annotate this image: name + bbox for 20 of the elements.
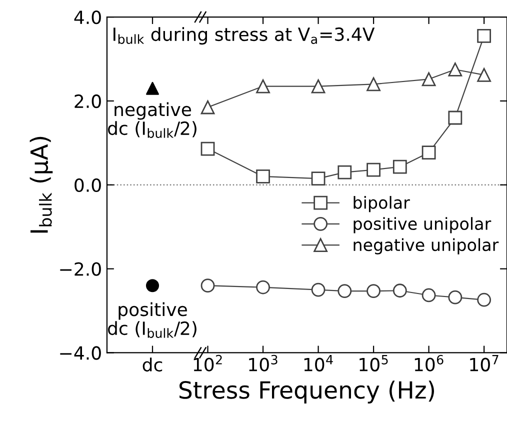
- legend-label: bipolar: [354, 196, 410, 212]
- y-tick-label: −2.0: [60, 262, 101, 276]
- annotation: I$_{bulk}$ during stress at V$_{a}$=3.4V: [114, 27, 375, 45]
- legend-label: negative unipolar: [354, 238, 499, 254]
- y-tick-label: −4.0: [60, 346, 101, 360]
- x-axis-title: Stress Frequency (Hz): [179, 380, 434, 404]
- y-tick-label: 2.0: [74, 94, 101, 108]
- x-tick-label: dc: [142, 358, 162, 372]
- y-axis-title: I$_{bulk}$ (μA): [30, 136, 53, 233]
- x-tick-label: 10$^{3}$: [249, 354, 278, 372]
- legend-label: positive unipolar: [354, 217, 492, 234]
- annotation: positive dc (I$_{bulk}$/2): [108, 302, 196, 338]
- y-tick-label: 0.0: [74, 178, 101, 192]
- y-tick-label: 4.0: [74, 10, 101, 24]
- x-tick-label: 10$^{4}$: [304, 355, 333, 372]
- x-tick-label: 10$^{7}$: [470, 355, 498, 372]
- x-tick-label: 10$^{6}$: [414, 354, 444, 372]
- x-tick-label: 10$^{2}$: [194, 354, 222, 372]
- x-tick-label: 10$^{5}$: [360, 355, 388, 372]
- annotation: negative dc (I$_{bulk}$/2): [108, 102, 196, 138]
